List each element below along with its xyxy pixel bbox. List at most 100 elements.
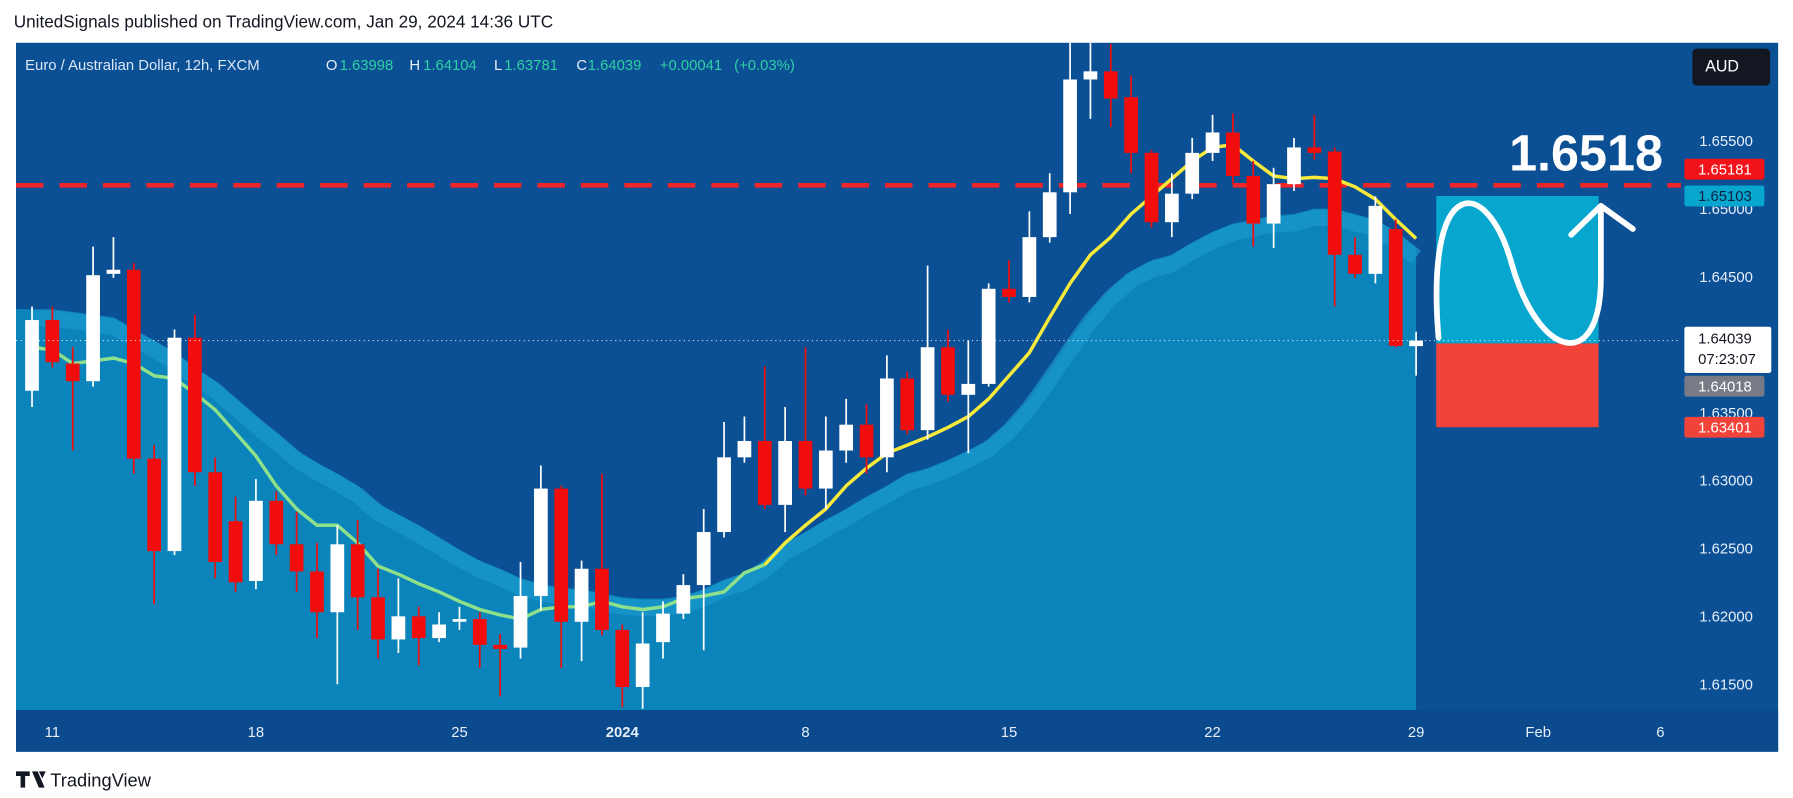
candle-body (391, 616, 406, 640)
y-tick-label: 1.62500 (1699, 541, 1753, 558)
candle-body (1307, 147, 1322, 153)
moving-average (763, 142, 1418, 566)
ohlc-value: 1.63781 (504, 57, 558, 74)
candle-body (330, 544, 345, 613)
candle-body (798, 441, 813, 489)
candle-body (452, 619, 467, 622)
entry-label: 1.64018 (1698, 378, 1752, 395)
candle-body (1002, 288, 1016, 297)
candle-body (167, 337, 182, 552)
x-tick-label: 2024 (606, 724, 640, 741)
annotation-text: 1.6518 (1509, 124, 1663, 181)
overlay: 1.655001.650001.645001.635001.630001.625… (1699, 133, 1753, 694)
x-tick-label: 22 (1204, 724, 1221, 741)
candle-body (1348, 254, 1362, 274)
y-tick-label: 1.62000 (1699, 609, 1753, 626)
x-tick-label: 25 (451, 724, 468, 741)
candle-body (676, 585, 691, 614)
stop-badge (1684, 416, 1765, 438)
candle-body (1246, 175, 1261, 224)
x-tick-label: 6 (1656, 724, 1664, 741)
plot (16, 42, 1681, 711)
x-tick-label: 29 (1408, 724, 1425, 741)
stop-zone (1436, 343, 1599, 428)
ohlc-key: O (326, 57, 338, 74)
ohlc-value: 1.64104 (423, 57, 477, 74)
publish-header: UnitedSignals published on TradingView.c… (14, 12, 553, 32)
candle-body (1164, 193, 1179, 223)
candle-body (737, 441, 752, 458)
candle-body (1083, 71, 1098, 80)
entry-badge (1684, 375, 1765, 397)
ohlc-key: L (494, 57, 502, 74)
x-tick-label: 11 (45, 724, 60, 741)
candle-body (615, 629, 630, 687)
candle-body (941, 347, 955, 395)
candle-body (1266, 184, 1281, 224)
candle-body (696, 532, 711, 586)
candle-body (1368, 205, 1383, 274)
candle-body (839, 424, 854, 451)
currency-label: AUD (1705, 57, 1739, 75)
candle-body (106, 269, 121, 274)
candle-body (126, 269, 141, 459)
ohlc-value: 1.63998 (340, 57, 394, 74)
candle-body (981, 288, 996, 384)
candle-body (1103, 71, 1118, 99)
candle-body (880, 378, 894, 458)
candle-body (1042, 192, 1057, 238)
last-price-badge (1684, 326, 1772, 373)
candle-body (1063, 79, 1077, 193)
band-area (16, 208, 1417, 711)
candle-body (1388, 228, 1403, 346)
last-price-label: 1.64039 (1698, 330, 1752, 347)
x-tick-label: 8 (801, 724, 809, 741)
candle-body (269, 500, 284, 545)
candle-body (208, 472, 223, 562)
candle-body (1124, 97, 1139, 153)
candle-body (717, 457, 731, 533)
y-tick-label: 1.65500 (1699, 133, 1753, 150)
candle-body (432, 624, 446, 639)
candle-body (187, 337, 202, 473)
moving-average (31, 345, 766, 621)
candle-body (228, 521, 243, 583)
y-tick-label: 1.64500 (1699, 269, 1753, 286)
candle-body (289, 544, 304, 572)
x-tick-label: 15 (1001, 724, 1018, 741)
target-badge (1684, 185, 1765, 207)
change-value: +0.00041 (660, 57, 722, 74)
candle-body (86, 275, 100, 382)
candle-body (472, 619, 487, 645)
target-zone (1436, 195, 1599, 344)
x-tick-label: Feb (1525, 724, 1551, 741)
candle-body (371, 597, 385, 640)
time-axis (16, 710, 1779, 752)
currency-button[interactable] (1692, 48, 1771, 86)
stop-label: 1.63401 (1698, 419, 1752, 436)
candle-body (757, 441, 772, 505)
candle-body (147, 458, 162, 552)
resistance-label: 1.65181 (1698, 161, 1752, 178)
candle-body (310, 571, 324, 613)
candle-body (1185, 152, 1200, 194)
resistance-badge (1684, 158, 1765, 180)
candle-body (1409, 340, 1423, 347)
ohlc-key: C (576, 57, 587, 74)
candle-body (920, 347, 935, 431)
candle-body (818, 450, 833, 489)
band-edge (32, 209, 1422, 617)
candle-body (656, 613, 670, 643)
target-label: 1.65103 (1698, 188, 1752, 205)
footer-brand: TradingView (50, 770, 151, 791)
drawn-arrow (1433, 200, 1636, 346)
y-tick-label: 1.63000 (1699, 473, 1753, 490)
candle-body (961, 383, 976, 395)
candle-body (65, 363, 80, 382)
candle-body (1287, 147, 1301, 185)
countdown-label: 07:23:07 (1698, 351, 1756, 368)
candle-body (1226, 132, 1240, 176)
change-percent: (+0.03%) (734, 57, 795, 74)
candle-body (249, 500, 263, 581)
